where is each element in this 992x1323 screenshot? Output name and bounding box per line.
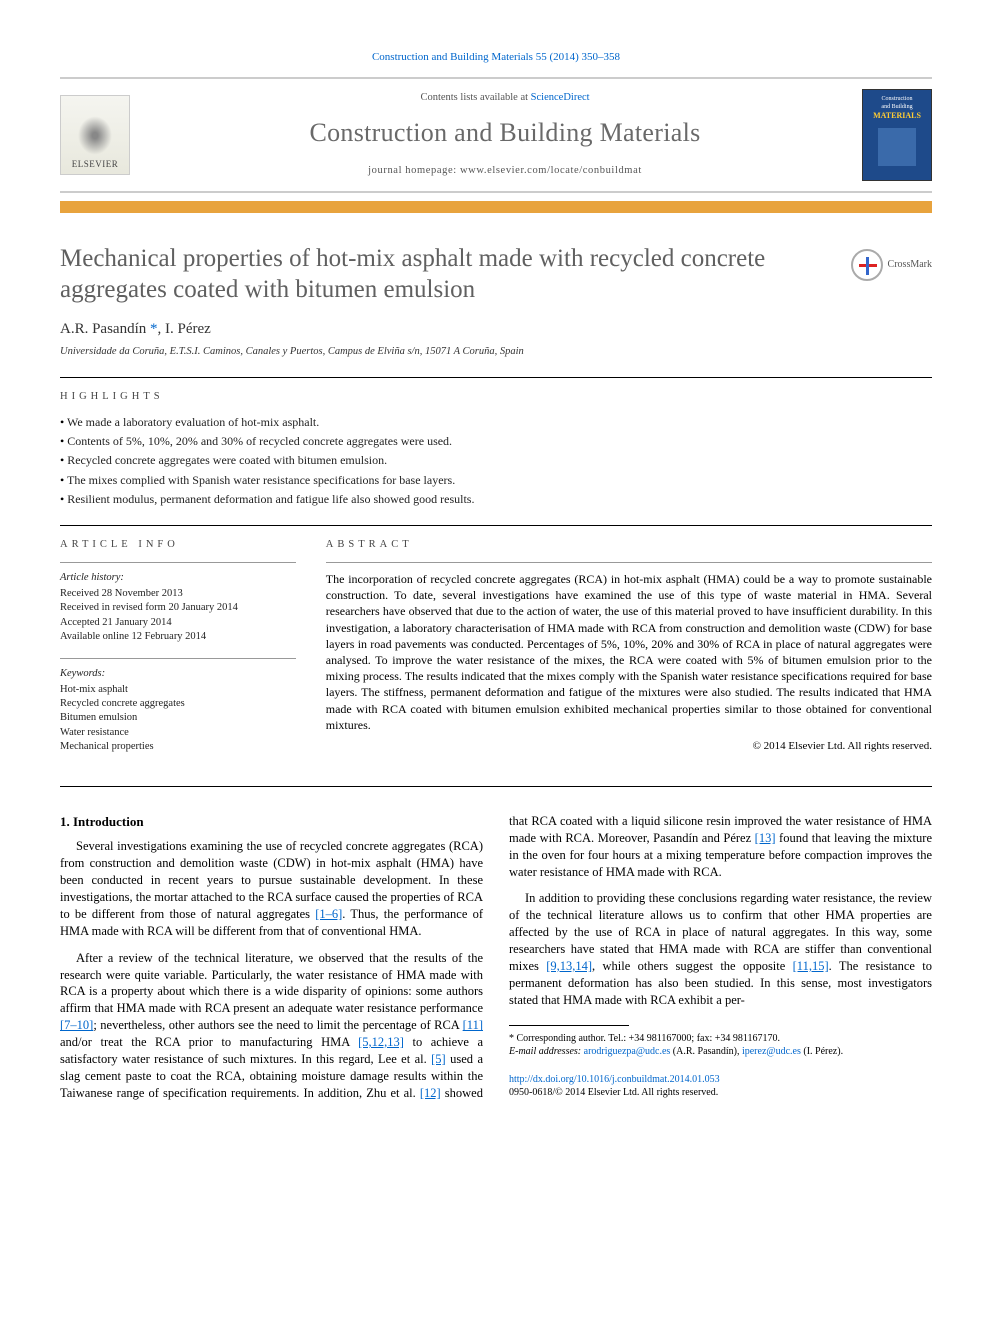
keyword: Recycled concrete aggregates <box>60 697 296 711</box>
ref-link[interactable]: [12] <box>420 1086 441 1100</box>
p3-b: , while others suggest the opposite <box>592 959 793 973</box>
abstract-label: abstract <box>326 538 932 552</box>
journal-homepage: journal homepage: www.elsevier.com/locat… <box>148 164 862 178</box>
cover-emph: MATERIALS <box>873 111 921 122</box>
intro-heading: 1. Introduction <box>60 813 483 831</box>
history-line: Available online 12 February 2014 <box>60 630 296 644</box>
issn-copyright: 0950-0618/© 2014 Elsevier Ltd. All right… <box>509 1086 932 1100</box>
doi-block: http://dx.doi.org/10.1016/j.conbuildmat.… <box>509 1073 932 1100</box>
ref-link[interactable]: [1–6] <box>315 907 342 921</box>
footnote-block: * Corresponding author. Tel.: +34 981167… <box>509 1025 932 1100</box>
ref-link[interactable]: [5,12,13] <box>358 1035 404 1049</box>
article-info-label: article info <box>60 538 296 552</box>
footnote-rule <box>509 1025 629 1026</box>
rule-2 <box>60 525 932 526</box>
keywords-block: Keywords: Hot-mix asphalt Recycled concr… <box>60 667 296 754</box>
elsevier-logo: ELSEVIER <box>60 95 130 175</box>
info-abstract-row: article info Article history: Received 2… <box>60 538 932 768</box>
journal-name: Construction and Building Materials <box>148 115 862 150</box>
abstract-copyright: © 2014 Elsevier Ltd. All rights reserved… <box>326 739 932 754</box>
doi-link[interactable]: http://dx.doi.org/10.1016/j.conbuildmat.… <box>509 1074 720 1085</box>
highlights-list: We made a laboratory evaluation of hot-m… <box>60 414 932 507</box>
sciencedirect-link[interactable]: ScienceDirect <box>531 92 590 103</box>
journal-cover-thumb: Construction and Building MATERIALS <box>862 89 932 181</box>
citation-line: Construction and Building Materials 55 (… <box>60 50 932 65</box>
homepage-prefix: journal homepage: <box>368 165 460 176</box>
homepage-url: www.elsevier.com/locate/conbuildmat <box>460 165 642 176</box>
p2: After a review of the technical literatu… <box>60 951 483 1016</box>
rule-1 <box>60 377 932 378</box>
history-line: Received 28 November 2013 <box>60 587 296 601</box>
article-info-column: article info Article history: Received 2… <box>60 538 296 768</box>
elsevier-label: ELSEVIER <box>72 158 119 170</box>
p2c-a: ; nevertheless, other authors see the ne… <box>93 1018 462 1032</box>
highlights-label: highlights <box>60 390 932 404</box>
cover-graphic <box>878 128 916 166</box>
thin-rule-2 <box>60 658 296 659</box>
crossmark-badge[interactable]: CrossMark <box>851 243 932 281</box>
elsevier-tree-icon <box>75 113 115 158</box>
abstract-text: The incorporation of recycled concrete a… <box>326 571 932 733</box>
cover-word-1: Construction <box>882 95 913 103</box>
page-container: Construction and Building Materials 55 (… <box>0 0 992 1132</box>
ref-link[interactable]: [9,13,14] <box>546 959 592 973</box>
author-1: A.R. Pasandín <box>60 321 146 337</box>
contents-available: Contents lists available at ScienceDirec… <box>148 91 862 105</box>
crossmark-icon <box>851 249 883 281</box>
emails-footnote: E-mail addresses: arodriguezpa@udc.es (A… <box>509 1045 932 1059</box>
rule-3 <box>60 786 932 787</box>
authors-sep: , <box>158 321 166 337</box>
title-row: Mechanical properties of hot-mix asphalt… <box>60 243 932 306</box>
history-line: Received in revised form 20 January 2014 <box>60 601 296 615</box>
highlight-item: Resilient modulus, permanent deformation… <box>60 491 932 507</box>
highlight-item: Contents of 5%, 10%, 20% and 30% of recy… <box>60 433 932 449</box>
emails-label: E-mail addresses: <box>509 1046 584 1057</box>
history-line: Accepted 21 January 2014 <box>60 616 296 630</box>
intro-p3: In addition to providing these conclusio… <box>509 890 932 1008</box>
ref-link[interactable]: [5] <box>431 1052 446 1066</box>
highlight-item: Recycled concrete aggregates were coated… <box>60 452 932 468</box>
article-title: Mechanical properties of hot-mix asphalt… <box>60 243 833 306</box>
intro-p1: Several investigations examining the use… <box>60 838 483 939</box>
orange-divider <box>60 201 932 213</box>
abstract-column: abstract The incorporation of recycled c… <box>326 538 932 768</box>
keywords-heading: Keywords: <box>60 667 296 681</box>
contents-prefix: Contents lists available at <box>420 92 530 103</box>
history-heading: Article history: <box>60 571 296 585</box>
keyword: Water resistance <box>60 726 296 740</box>
ref-link[interactable]: [13] <box>755 831 776 845</box>
keyword: Bitumen emulsion <box>60 711 296 725</box>
keyword: Mechanical properties <box>60 740 296 754</box>
cover-word-2: and Building <box>881 103 912 111</box>
highlight-item: The mixes complied with Spanish water re… <box>60 472 932 488</box>
thin-rule-1 <box>60 562 296 563</box>
ref-link[interactable]: [11] <box>463 1018 483 1032</box>
p2c-b: and/or treat the RCA prior to manufactur… <box>60 1035 358 1049</box>
authors: A.R. Pasandín *, I. Pérez <box>60 319 932 339</box>
ref-link[interactable]: [7–10] <box>60 1018 93 1032</box>
thin-rule-3 <box>326 562 932 563</box>
email-link[interactable]: arodriguezpa@udc.es <box>584 1046 671 1057</box>
footnotes: * Corresponding author. Tel.: +34 981167… <box>509 1032 932 1059</box>
email-link[interactable]: iperez@udc.es <box>742 1046 801 1057</box>
email-who: (A.R. Pasandín), <box>670 1046 742 1057</box>
crossmark-label: CrossMark <box>888 258 932 272</box>
author-2: I. Pérez <box>165 321 211 337</box>
keyword: Hot-mix asphalt <box>60 683 296 697</box>
corresponding-marker[interactable]: * <box>146 321 157 337</box>
affiliation: Universidade da Coruña, E.T.S.I. Caminos… <box>60 345 932 359</box>
ref-link[interactable]: [11,15] <box>793 959 829 973</box>
corresponding-footnote: * Corresponding author. Tel.: +34 981167… <box>509 1032 932 1046</box>
highlights-section: highlights We made a laboratory evaluati… <box>60 390 932 507</box>
header-center: Contents lists available at ScienceDirec… <box>148 91 862 178</box>
body-columns: 1. Introduction Several investigations e… <box>60 813 932 1102</box>
highlight-item: We made a laboratory evaluation of hot-m… <box>60 414 932 430</box>
journal-header: ELSEVIER Contents lists available at Sci… <box>60 77 932 193</box>
article-history: Article history: Received 28 November 20… <box>60 571 296 644</box>
email-who: (I. Pérez). <box>801 1046 843 1057</box>
